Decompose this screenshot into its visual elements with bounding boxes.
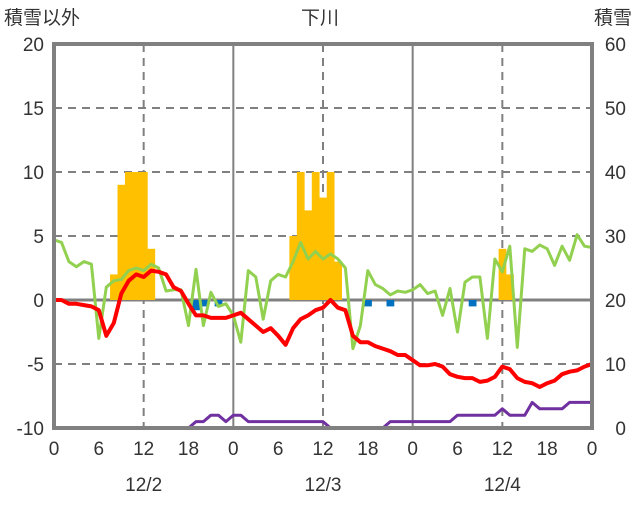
precipitation-bar — [124, 172, 133, 300]
right-tick-label: 10 — [605, 355, 626, 376]
plot-border — [52, 42, 594, 430]
chart-title: 下川 — [301, 8, 339, 29]
date-label: 12/4 — [484, 475, 521, 496]
x-tick-label: 18 — [357, 439, 378, 460]
x-tick-label: 18 — [537, 439, 558, 460]
precipitation-bar — [304, 210, 313, 300]
negative-bars-bar — [214, 300, 223, 307]
plot-frame — [52, 42, 594, 430]
left-tick-label: 0 — [33, 291, 44, 312]
precipitation-bar — [506, 274, 514, 300]
left-tick-label: 10 — [23, 163, 44, 184]
precipitation-bar — [319, 197, 328, 300]
negative-bars-bar — [468, 300, 477, 307]
left-tick-label: -5 — [27, 355, 44, 376]
left-axis-title: 積雪以外 — [4, 7, 80, 29]
x-tick-label: 12 — [133, 439, 154, 460]
precipitation-bar — [132, 172, 141, 300]
date-label: 12/2 — [125, 475, 162, 496]
temperature-line — [54, 268, 593, 389]
right-axis-title: 積雪 — [594, 7, 632, 29]
date-label: 12/3 — [305, 475, 342, 496]
right-tick-label: 40 — [605, 163, 626, 184]
negative-bars-bar — [192, 300, 201, 311]
x-tick-label: 12 — [492, 439, 513, 460]
left-tick-label: 15 — [23, 99, 44, 120]
left-tick-label: -10 — [17, 419, 44, 440]
x-tick-label: 12 — [312, 439, 333, 460]
x-tick-label: 6 — [94, 439, 105, 460]
precipitation-bar — [311, 172, 320, 300]
negative-bars-bar — [199, 300, 208, 307]
x-tick-label: 6 — [452, 439, 463, 460]
precipitation-bar — [147, 248, 156, 300]
bars — [110, 172, 514, 311]
x-tick-label: 0 — [49, 439, 60, 460]
precipitation-bar — [334, 261, 342, 300]
negative-bars-bar — [364, 300, 372, 307]
right-tick-label: 60 — [605, 35, 626, 56]
left-tick-label: 20 — [23, 35, 44, 56]
precipitation-bar — [289, 236, 298, 300]
precipitation-bar — [498, 248, 507, 300]
negative-bars-bar — [386, 300, 395, 307]
x-tick-label: 6 — [273, 439, 284, 460]
x-tick-label: 18 — [178, 439, 199, 460]
right-tick-label: 20 — [605, 291, 626, 312]
precipitation-bar — [296, 172, 305, 300]
left-tick-label: 5 — [33, 227, 44, 248]
green-series-line — [53, 233, 593, 351]
x-tick-label: 0 — [228, 439, 239, 460]
precipitation-bar — [110, 274, 118, 300]
precipitation-bar — [139, 172, 148, 300]
right-tick-label: 50 — [605, 99, 626, 120]
x-tick-label: 0 — [407, 439, 418, 460]
right-tick-label: 0 — [615, 419, 626, 440]
precipitation-bar — [326, 172, 335, 300]
x-tick-label: 0 — [587, 439, 598, 460]
right-tick-label: 30 — [605, 227, 626, 248]
precipitation-bar — [117, 184, 126, 300]
